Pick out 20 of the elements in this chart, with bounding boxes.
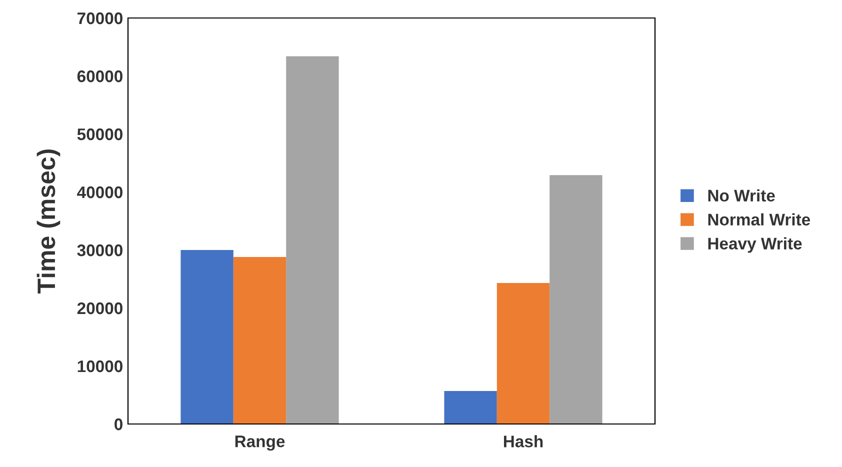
legend-label: Normal Write <box>708 213 810 226</box>
bar <box>444 390 497 424</box>
y-tick-label: 50000 <box>77 128 122 140</box>
y-tick-label: 10000 <box>78 360 122 372</box>
legend-label: No Write <box>708 189 775 202</box>
bar <box>286 56 339 424</box>
y-tick-label: 40000 <box>77 186 122 198</box>
y-tick-label: 70000 <box>78 12 122 24</box>
bar <box>180 250 234 424</box>
bar <box>550 175 602 424</box>
bar <box>233 256 286 424</box>
y-tick-label: 0 <box>114 418 122 430</box>
x-tick-label: Range <box>235 436 285 451</box>
y-tick-label: 60000 <box>77 70 122 82</box>
y-tick-label: 30000 <box>77 244 122 256</box>
x-tick-label: Hash <box>504 435 543 448</box>
bar <box>496 283 550 424</box>
legend-label: Heavy Write <box>708 237 802 253</box>
y-axis-title: Time (msec) <box>36 150 60 294</box>
y-tick-label: 20000 <box>77 302 122 314</box>
